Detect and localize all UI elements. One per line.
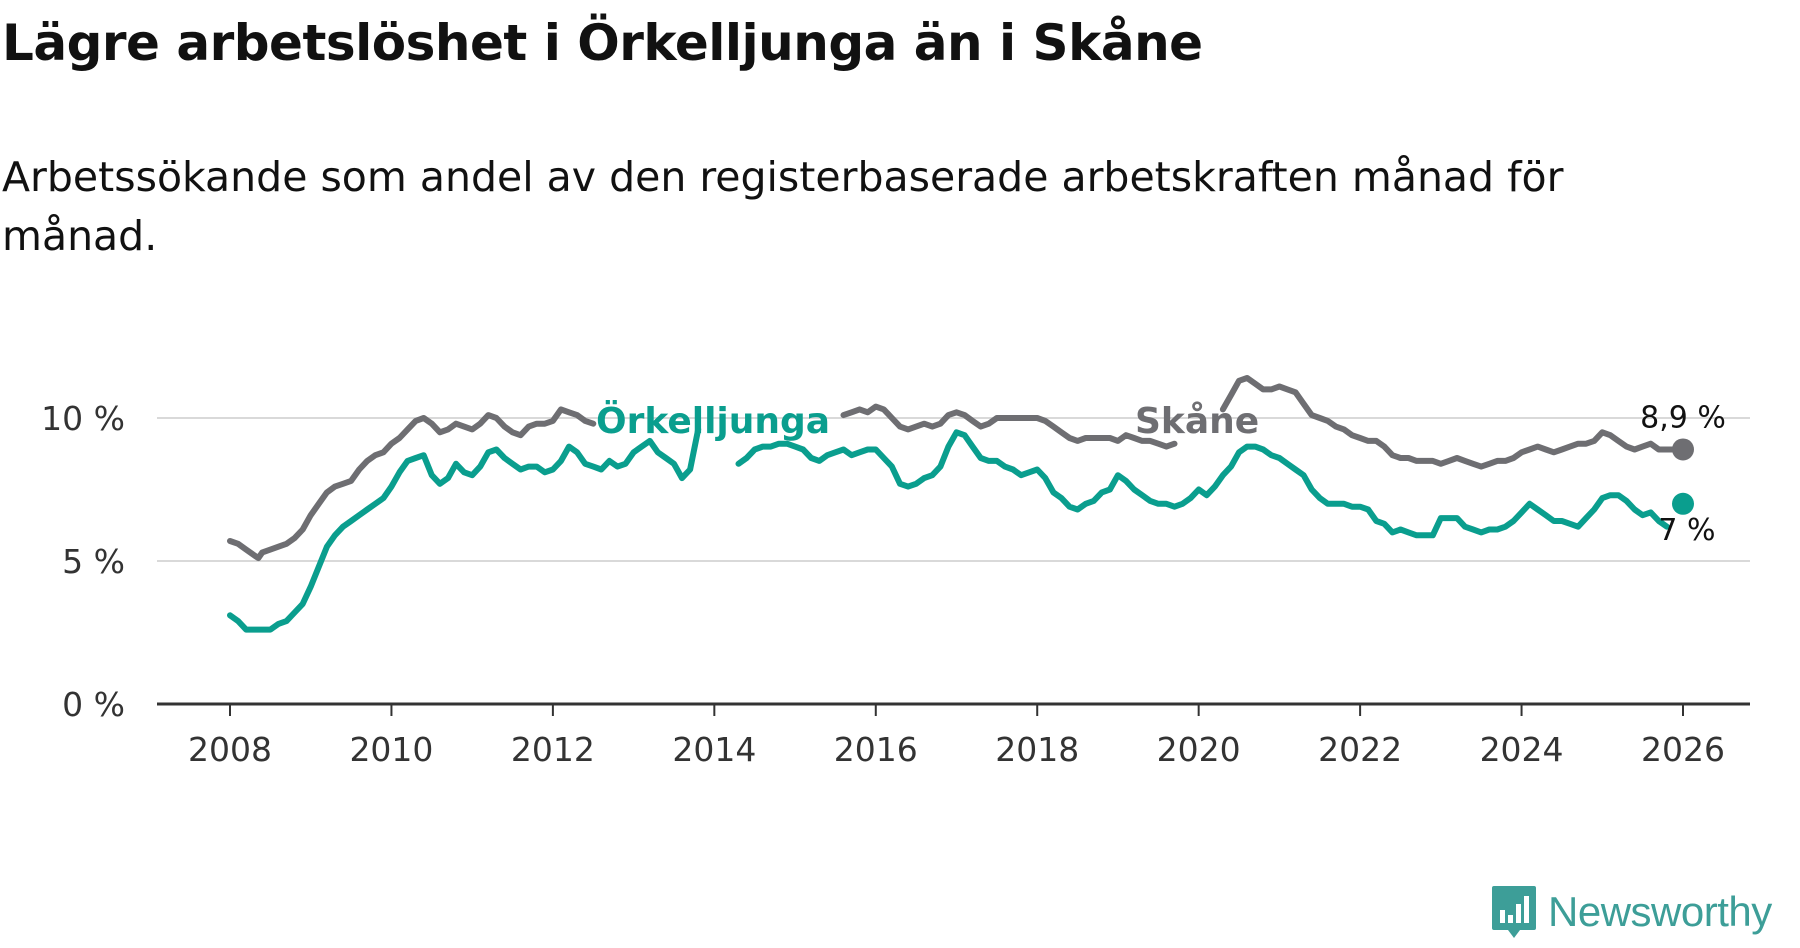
x-tick-label: 2012 [511,730,595,769]
end-marker-orkelljunga [1672,492,1694,515]
chart-title: Lägre arbetslöshet i Örkelljunga än i Sk… [2,14,1203,72]
end-marker-skane [1672,438,1694,461]
series-line-skane [1219,375,1686,470]
series-label-orkelljunga: Örkelljunga [596,400,830,442]
newsworthy-chart-icon [1492,886,1536,938]
series-layer [227,375,1694,633]
x-tick-label: 2014 [672,730,756,769]
y-tick-label: 5 % [62,542,125,581]
end-label-orkelljunga: 7 % [1658,513,1715,548]
x-tick-label: 2020 [1157,730,1241,769]
x-tick-label: 2010 [349,730,433,769]
x-tick-label: 2018 [995,730,1079,769]
newsworthy-logo[interactable]: Newsworthy [1490,884,1772,940]
x-tick-label: 2016 [834,730,918,769]
end-label-skane: 8,9 % [1640,400,1726,435]
series-line-skane [227,406,597,562]
x-tick-label: 2026 [1641,730,1725,769]
series-line-orkelljunga [735,429,1670,539]
y-tick-label: 10 % [41,399,125,438]
brand-name: Newsworthy [1548,888,1772,935]
chart-subtitle: Arbetssökande som andel av den registerb… [2,153,1564,260]
label-layer: 8,9 % 7 % Örkelljunga Skåne [596,400,1726,548]
x-tick-label: 2022 [1318,730,1402,769]
axis-layer: 0 % 5 % 10 % 2008 2010 2012 2014 2016 2018 2020 20… [41,399,1750,769]
series-line-orkelljunga [227,426,702,633]
y-tick-label: 0 % [62,685,125,724]
series-label-skane: Skåne [1135,401,1259,442]
series-line-skane [840,403,1178,450]
x-tick-label: 2024 [1480,730,1564,769]
x-tick-label: 2008 [188,730,272,769]
